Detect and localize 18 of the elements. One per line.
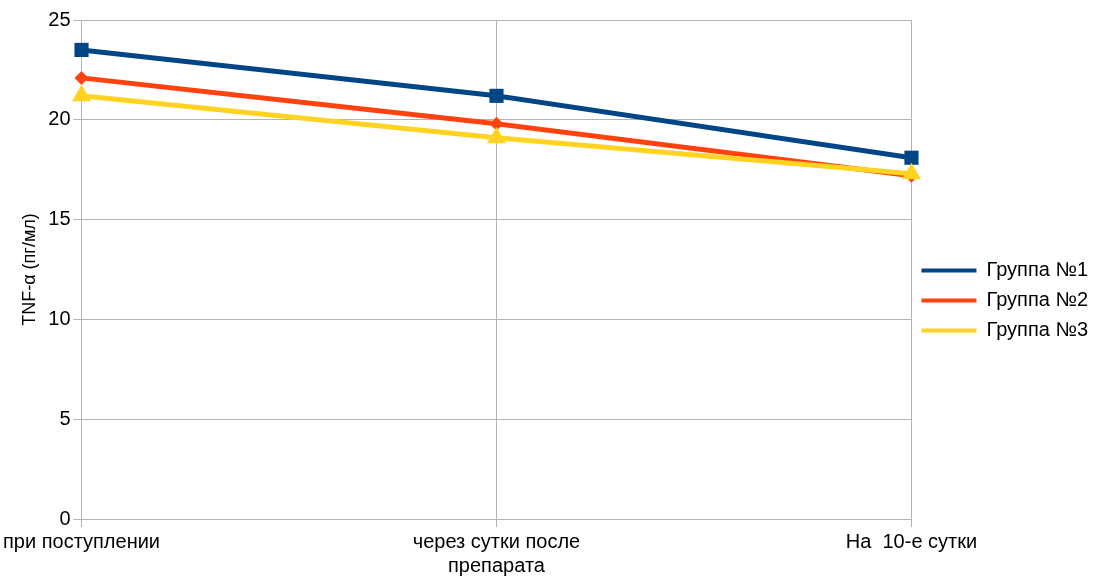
legend-label: Группа №2 — [986, 288, 1089, 311]
point — [74, 70, 89, 85]
x-tick-label: через сутки после препарата — [412, 529, 581, 576]
y-tick-label: 5 — [59, 406, 71, 429]
x-tick-label: На 10-е сутки — [845, 529, 978, 552]
y-tick-label: 25 — [48, 7, 71, 30]
y-tick-label: 0 — [59, 506, 71, 529]
y-tick-label: 10 — [48, 306, 71, 329]
legend-label: Группа №1 — [986, 258, 1089, 281]
point — [74, 42, 89, 58]
legend-label: Группа №3 — [986, 318, 1089, 341]
y-axis-title: TNF-α (пг/мл) — [19, 213, 40, 326]
point — [489, 88, 504, 103]
point — [489, 116, 504, 131]
point — [904, 150, 919, 165]
y-tick-label: 20 — [48, 107, 71, 130]
y-tick-label: 15 — [48, 207, 71, 230]
x-tick-label: при поступлении — [3, 529, 161, 552]
